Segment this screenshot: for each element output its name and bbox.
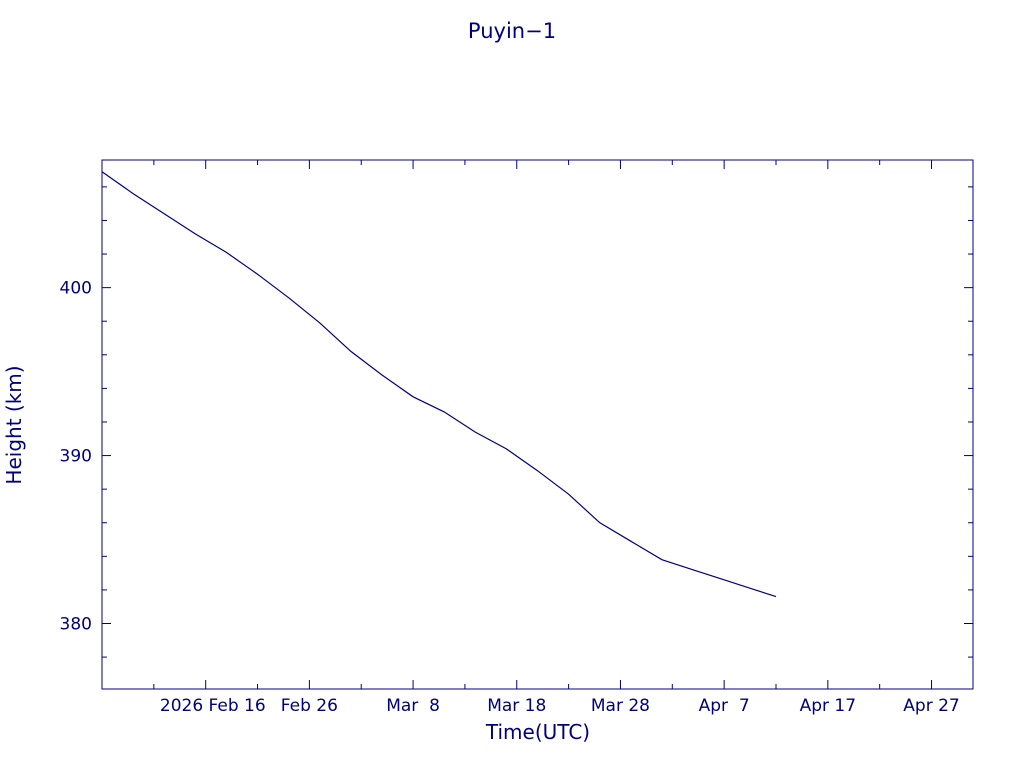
y-tick-labels: 380 390 400 (60, 279, 92, 635)
axis-ticks (101, 160, 973, 689)
x-tick-label: Mar 18 (487, 696, 546, 716)
series-line (101, 171, 777, 598)
y-axis-label: Height (km) (2, 365, 26, 484)
x-tick-labels: 2026 Feb 16 Feb 26 Mar 8 Mar 18 Mar 28 Apr 7 A… (160, 696, 960, 716)
y-tick-label: 390 (60, 447, 92, 467)
chart-title: Puyin−1 (468, 19, 556, 43)
x-tick-label: Mar 8 (386, 696, 440, 716)
y-tick-label: 400 (60, 279, 92, 299)
x-tick-label: Apr 27 (903, 696, 959, 716)
x-axis-label: Time(UTC) (485, 720, 590, 744)
plot-frame (101, 159, 974, 690)
y-tick-label: 380 (60, 615, 92, 635)
x-tick-label: Feb 26 (281, 696, 338, 716)
x-tick-label: 2026 Feb 16 (160, 696, 266, 716)
x-tick-label: Apr 17 (800, 696, 856, 716)
x-tick-label: Mar 28 (591, 696, 650, 716)
x-tick-label: Apr 7 (699, 696, 750, 716)
